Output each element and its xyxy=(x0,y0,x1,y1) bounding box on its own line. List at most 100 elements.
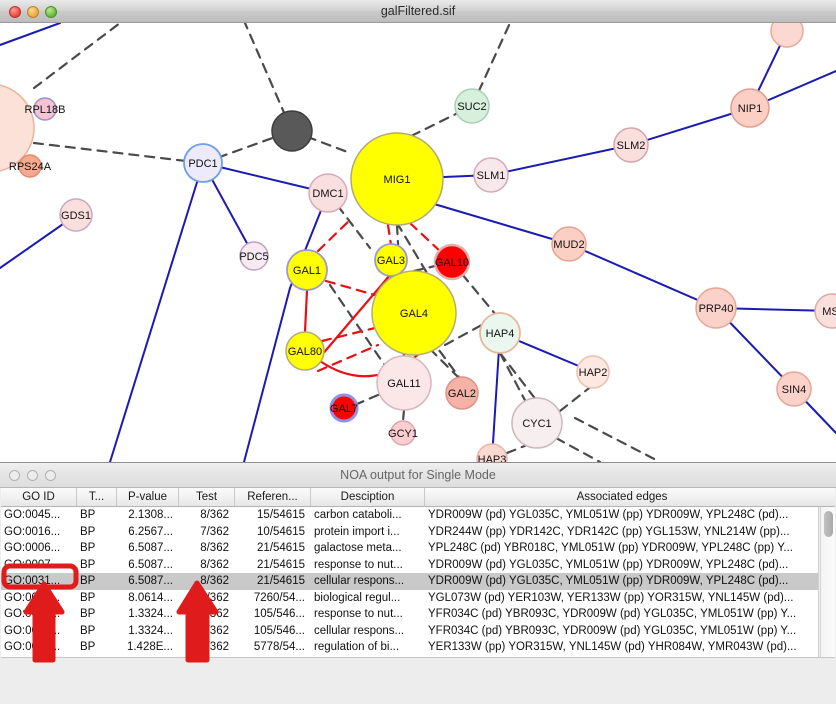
node-label-rpl18b: RPL18B xyxy=(25,104,66,116)
graph-node-suc2 xyxy=(454,88,490,124)
noa-window-titlebar[interactable]: NOA output for Single Mode xyxy=(0,463,836,488)
cell-edges: YDR009W (pd) YGL035C, YML051W (pp) YDR00… xyxy=(428,558,789,571)
graph-node-prp40 xyxy=(695,287,737,329)
cell-edges: YDR009W (pd) YGL035C, YML051W (pp) YDR00… xyxy=(428,509,789,521)
cell-description: galactose meta... xyxy=(314,542,402,554)
cell-edges: YDR244W (pp) YDR142C, YDR142C (pp) YGL15… xyxy=(428,525,790,538)
cell-test: 11/362 xyxy=(194,608,229,620)
cell-description: carbon cataboli... xyxy=(314,509,402,521)
node-label-dmc1: DMC1 xyxy=(312,188,343,200)
cell-reference: 105/546... xyxy=(253,608,305,620)
node-label-pdc5: PDC5 xyxy=(239,251,268,263)
node-label-slm1: SLM1 xyxy=(477,170,506,182)
cell-edges: YDR009W (pd) YGL035C, YML051W (pp) YDR00… xyxy=(428,575,789,587)
node-label-slm2: SLM2 xyxy=(617,140,646,152)
table-row[interactable]: GO:0006... BP 6.5087... 8/362 21/54615 galact… xyxy=(1,540,818,557)
noa-window-title: NOA output for Single Mode xyxy=(340,468,496,482)
close-button[interactable] xyxy=(9,470,20,481)
cell-pvalue: 6.5087... xyxy=(128,558,173,571)
table-row[interactable]: GO:0031... BP 1.3324... 11/362 105/546... res… xyxy=(1,606,818,623)
node-label-gal2: GAL2 xyxy=(448,388,476,400)
table-row[interactable]: GO:0031... BP 6.5087... 8/362 21/54615 cellul… xyxy=(1,573,818,590)
graph-node-hap3 xyxy=(476,443,508,462)
graph-node-nip1 xyxy=(730,88,770,128)
table-vertical-scrollbar[interactable] xyxy=(820,507,835,657)
cell-go_id: GO:0006... xyxy=(4,542,61,554)
graph-node-gds1 xyxy=(59,198,93,232)
node-label-gal3: GAL3 xyxy=(377,255,405,267)
minimize-button[interactable] xyxy=(27,470,38,481)
graph-node-hap2 xyxy=(576,355,610,389)
table-row[interactable]: GO:0007... BP 6.5087... 8/362 21/54615 respon… xyxy=(1,557,818,574)
graph-node-gal3 xyxy=(374,243,408,277)
node-label-hap4: HAP4 xyxy=(486,328,515,340)
cell-edges: YFR034C (pd) YBR093C, YDR009W (pd) YGL03… xyxy=(428,608,797,620)
column-header-type[interactable]: T... xyxy=(77,488,117,506)
cell-pvalue: 6.5087... xyxy=(128,542,173,554)
table-row[interactable]: GO:0031... BP 1.3324... 11/362 105/546... cel… xyxy=(1,623,818,640)
cell-edges: YGL073W (pd) YER103W, YER133W (pp) YOR31… xyxy=(428,591,794,604)
cell-pvalue: 8.0614... xyxy=(128,591,173,604)
node-label-mig1: MIG1 xyxy=(384,174,411,186)
graph-node-cyc1 xyxy=(511,397,563,449)
graph-node-gcy1 xyxy=(390,420,416,446)
graph-node-gal10 xyxy=(433,243,471,281)
network-graph-canvas[interactable]: RPL18B RPS24A GDS1 PDC1 PDC5 DMC1 SUC2 M… xyxy=(0,23,836,462)
table-row[interactable]: GO:0045... BP 2.1308... 8/362 15/54615 carbon… xyxy=(1,507,818,524)
table-row[interactable]: GO:0050... BP 1.428E... 80/362 5778/54... reg… xyxy=(1,639,818,656)
graph-nodes xyxy=(0,23,836,462)
main-window-titlebar[interactable]: galFiltered.sif xyxy=(0,0,836,23)
table-row[interactable]: GO:0065... BP 8.0614... 94/362 7260/54... bio… xyxy=(1,590,818,607)
node-label-sin4: SIN4 xyxy=(782,384,806,396)
column-header-description[interactable]: Desciption xyxy=(311,488,425,506)
cell-reference: 5778/54... xyxy=(253,641,305,653)
zoom-button[interactable] xyxy=(45,470,56,481)
table-footer-filler xyxy=(1,657,835,677)
cell-pvalue: 1.428E... xyxy=(126,641,173,653)
node-label-nip1: NIP1 xyxy=(738,103,762,115)
minimize-button[interactable] xyxy=(27,6,39,18)
cell-go_id: GO:0031... xyxy=(4,608,61,620)
column-header-pvalue[interactable]: P-value xyxy=(117,488,179,506)
cell-test: 8/362 xyxy=(200,575,229,587)
column-header-edges[interactable]: Associated edges xyxy=(576,491,668,503)
graph-node-slm1 xyxy=(473,157,509,193)
graph-node-gal4 xyxy=(371,270,457,356)
node-label-gal7: GAL7 xyxy=(330,403,358,415)
cell-type: BP xyxy=(80,608,96,620)
cell-reference: 7260/54... xyxy=(253,591,305,604)
column-header-reference[interactable]: Referen... xyxy=(235,488,311,506)
cell-edges: YPL248C (pd) YBR018C, YML051W (pp) YDR00… xyxy=(428,542,794,554)
cell-type: BP xyxy=(80,575,96,587)
graph-node-dmc1 xyxy=(308,173,348,213)
noa-results-table: GO ID T... P-value Test Referen... Desciption… xyxy=(1,488,835,704)
close-button[interactable] xyxy=(9,6,21,18)
cell-reference: 21/54615 xyxy=(257,558,305,571)
cell-type: BP xyxy=(80,525,96,538)
cell-description: biological regul... xyxy=(314,591,401,604)
node-label-rps24a: RPS24A xyxy=(9,161,52,173)
node-label-gal80: GAL80 xyxy=(288,346,322,358)
table-body[interactable]: GO:0045... BP 2.1308... 8/362 15/54615 carbon… xyxy=(1,507,819,657)
column-header-test[interactable]: Test xyxy=(179,488,235,506)
cell-type: BP xyxy=(80,624,96,637)
table-header-row[interactable]: GO ID T... P-value Test Referen... Desciption… xyxy=(1,488,835,507)
cell-go_id: GO:0065... xyxy=(4,591,61,604)
cell-edges: YER133W (pp) YOR315W, YNL145W (pd) YHR08… xyxy=(428,641,797,653)
cell-test: 11/362 xyxy=(194,624,229,637)
column-header-go_id[interactable]: GO ID xyxy=(1,488,77,506)
table-row[interactable]: GO:0016... BP 6.2567... 7/362 10/54615 protei… xyxy=(1,524,818,541)
graph-node-hap4 xyxy=(479,312,521,354)
node-label-hap2: HAP2 xyxy=(579,367,608,379)
graph-node-gal7 xyxy=(329,393,359,423)
scrollbar-thumb[interactable] xyxy=(824,511,833,537)
cell-description: response to nut... xyxy=(314,558,403,571)
node-label-hap3: HAP3 xyxy=(478,454,507,462)
zoom-button[interactable] xyxy=(45,6,57,18)
graph-node-rps24a xyxy=(18,154,42,178)
cell-description: cellular respons... xyxy=(314,624,405,637)
cell-test: 8/362 xyxy=(200,558,229,571)
cytoscape-main-window: galFiltered.sif xyxy=(0,0,836,462)
cell-go_id: GO:0031... xyxy=(4,624,61,637)
graph-node-labels: RPL18B RPS24A GDS1 PDC1 PDC5 DMC1 SUC2 M… xyxy=(9,101,836,462)
